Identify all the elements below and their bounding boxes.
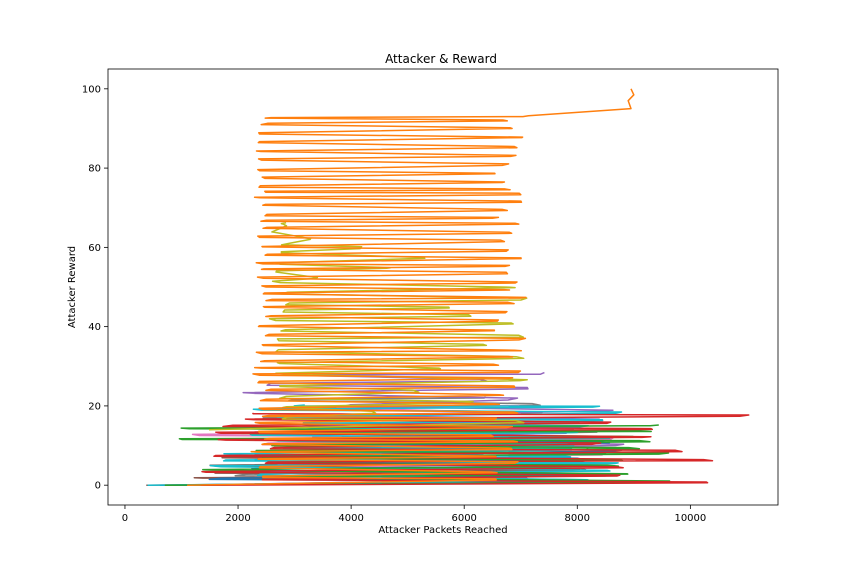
series-line: [200, 412, 750, 486]
series-line: [187, 88, 635, 486]
x-tick-label: 8000: [565, 513, 590, 524]
x-tick-label: 10000: [674, 513, 706, 524]
y-axis-label: Attacker Reward: [67, 246, 78, 328]
y-tick-label: 80: [88, 164, 101, 175]
x-tick-label: 6000: [451, 513, 476, 524]
series-layer: [146, 88, 750, 486]
series-line: [208, 222, 528, 431]
x-tick-label: 0: [122, 513, 128, 524]
y-tick-label: 60: [88, 243, 101, 254]
y-tick-label: 0: [95, 481, 101, 492]
x-axis: 0 2000 4000 6000 8000 10000: [122, 505, 706, 524]
x-tick-label: 2000: [225, 513, 250, 524]
y-tick-label: 40: [88, 322, 101, 333]
x-axis-label: Attacker Packets Reached: [378, 525, 507, 536]
plot-frame: [107, 68, 779, 506]
y-axis: 0 20 40 60 80 100: [82, 84, 108, 492]
y-tick-label: 100: [82, 84, 101, 95]
chart-title: Attacker & Reward: [385, 52, 497, 66]
x-tick-label: 4000: [338, 513, 363, 524]
y-tick-label: 20: [88, 401, 101, 412]
